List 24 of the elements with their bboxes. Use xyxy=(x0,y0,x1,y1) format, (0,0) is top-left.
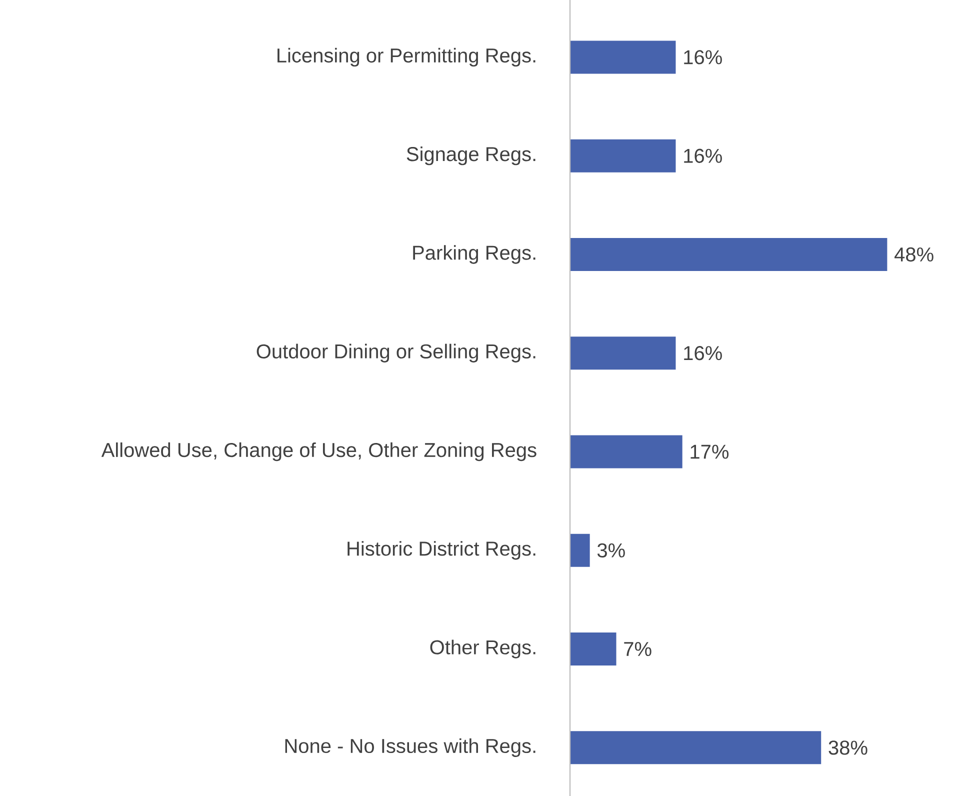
data-label: 16% xyxy=(684,346,722,360)
bar xyxy=(570,534,590,567)
bar xyxy=(570,632,616,666)
bar xyxy=(570,40,676,74)
y-tick-label: Outdoor Dining or Selling Regs. xyxy=(256,344,536,362)
y-tick-label: Licensing or Permitting Regs. xyxy=(278,48,536,67)
y-tick-label: None - No Issues with Regs. xyxy=(285,738,536,758)
bar xyxy=(570,731,822,764)
data-label: 7% xyxy=(624,642,652,656)
bar xyxy=(570,238,888,271)
bar xyxy=(570,435,682,468)
y-tick-label: Parking Regs. xyxy=(413,245,536,264)
data-label: 38% xyxy=(828,740,868,755)
data-label: 16% xyxy=(684,50,722,64)
y-tick-label: Allowed Use, Change of Use, Other Zoning Regs xyxy=(101,442,536,462)
y-tick-label: Historic District Regs. xyxy=(348,541,536,560)
bar xyxy=(570,139,676,172)
bar xyxy=(570,336,676,370)
data-label: 17% xyxy=(690,444,729,459)
y-tick-label: Signage Regs. xyxy=(406,146,536,166)
data-label: 48% xyxy=(894,247,934,262)
y-tick-label: Other Regs. xyxy=(430,640,536,658)
data-label: 3% xyxy=(597,543,625,558)
data-label: 16% xyxy=(684,148,722,163)
